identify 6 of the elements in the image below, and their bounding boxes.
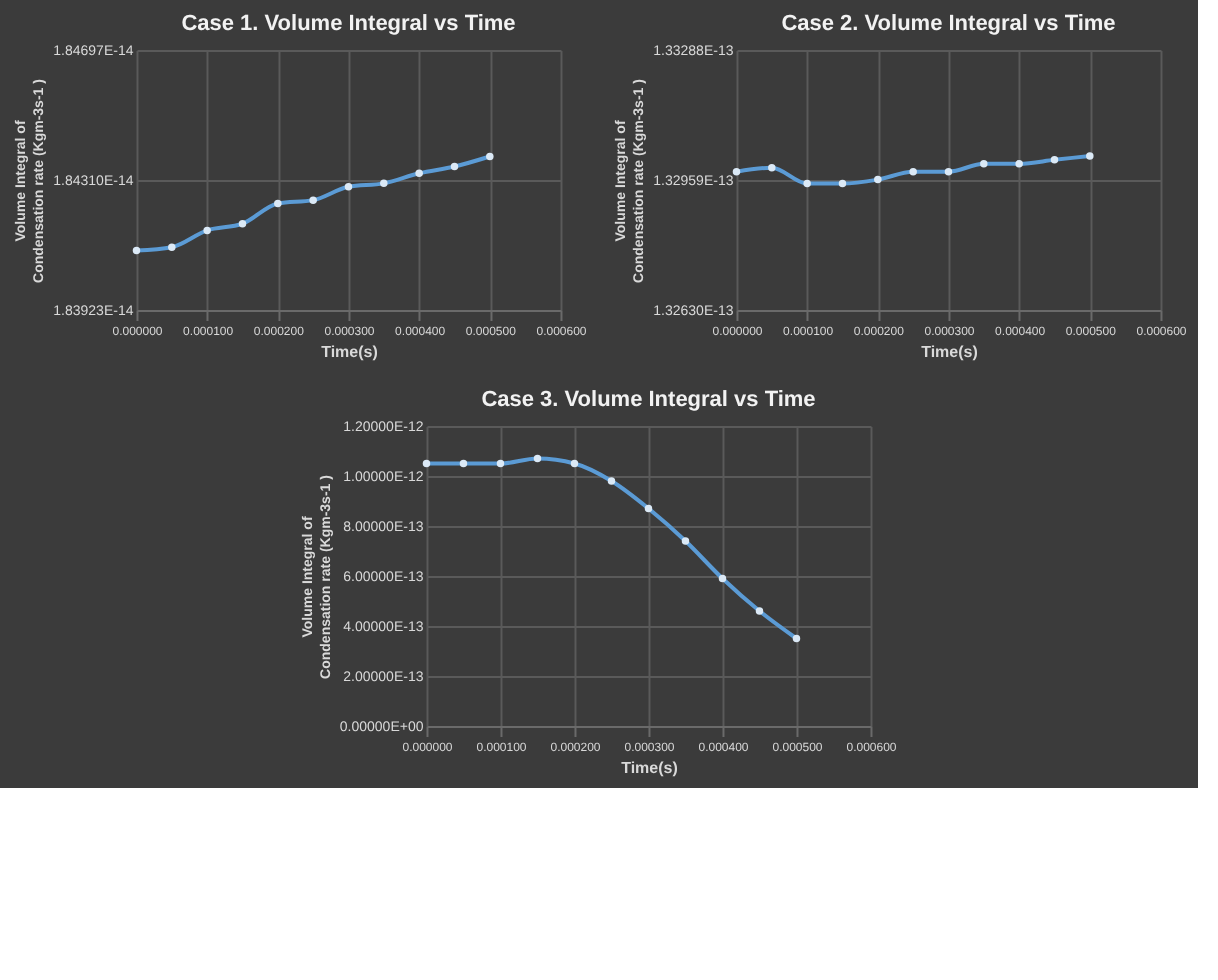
chart-title: Case 2. Volume Integral vs Time bbox=[781, 12, 1116, 36]
chart-title: Case 1. Volume Integral vs Time bbox=[181, 12, 516, 36]
x-axis-title: Time(s) bbox=[921, 343, 979, 361]
chart-title: Case 3. Volume Integral vs Time bbox=[481, 388, 816, 412]
x-axis-title: Time(s) bbox=[321, 343, 379, 361]
x-axis-title: Time(s) bbox=[621, 759, 679, 777]
